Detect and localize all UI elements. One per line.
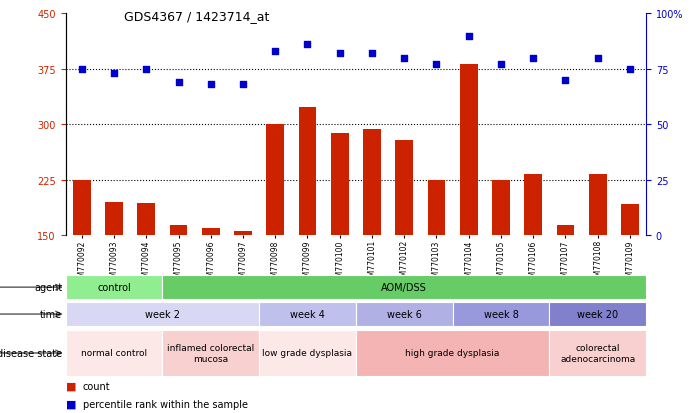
Bar — [556, 226, 574, 235]
Bar — [299, 108, 316, 235]
Text: GDS4367 / 1423714_at: GDS4367 / 1423714_at — [124, 10, 269, 23]
Bar — [259, 330, 356, 376]
Bar — [549, 302, 646, 326]
Point — [431, 62, 442, 69]
Text: week 2: week 2 — [145, 309, 180, 319]
Text: colorectal
adenocarcinoma: colorectal adenocarcinoma — [560, 344, 635, 363]
Point — [463, 33, 474, 40]
Text: agent: agent — [34, 282, 62, 292]
Bar — [73, 180, 91, 235]
Text: week 4: week 4 — [290, 309, 325, 319]
Bar — [138, 204, 155, 235]
Point — [141, 66, 152, 73]
Bar — [162, 330, 259, 376]
Point — [205, 82, 216, 88]
Text: week 20: week 20 — [577, 309, 618, 319]
Text: ■: ■ — [66, 399, 76, 409]
Point — [625, 66, 636, 73]
Text: ■: ■ — [66, 381, 76, 391]
Point — [495, 62, 507, 69]
Bar — [395, 141, 413, 235]
Text: disease state: disease state — [0, 348, 62, 358]
Bar — [66, 330, 162, 376]
Bar — [549, 330, 646, 376]
Point — [76, 66, 87, 73]
Bar — [105, 202, 123, 235]
Bar — [331, 134, 348, 235]
Bar — [234, 232, 252, 235]
Bar — [453, 302, 549, 326]
Bar — [621, 204, 638, 235]
Point — [238, 82, 249, 88]
Text: high grade dysplasia: high grade dysplasia — [406, 349, 500, 358]
Text: count: count — [83, 381, 111, 391]
Bar — [169, 226, 187, 235]
Bar — [428, 180, 445, 235]
Point — [173, 80, 184, 86]
Text: low grade dysplasia: low grade dysplasia — [263, 349, 352, 358]
Text: week 6: week 6 — [387, 309, 422, 319]
Bar — [259, 302, 356, 326]
Text: control: control — [97, 282, 131, 292]
Bar — [460, 64, 477, 235]
Point — [560, 78, 571, 84]
Point — [108, 71, 120, 77]
Bar — [66, 275, 162, 299]
Bar — [162, 275, 646, 299]
Bar — [66, 302, 259, 326]
Point — [302, 42, 313, 49]
Text: time: time — [40, 309, 62, 319]
Text: percentile rank within the sample: percentile rank within the sample — [83, 399, 248, 409]
Text: inflamed colorectal
mucosa: inflamed colorectal mucosa — [167, 344, 254, 363]
Bar — [356, 330, 549, 376]
Point — [334, 51, 346, 57]
Text: AOM/DSS: AOM/DSS — [381, 282, 427, 292]
Bar — [363, 130, 381, 235]
Point — [592, 55, 603, 62]
Bar — [356, 302, 453, 326]
Text: week 8: week 8 — [484, 309, 518, 319]
Text: normal control: normal control — [81, 349, 147, 358]
Bar — [589, 175, 607, 235]
Bar — [266, 125, 284, 235]
Point — [399, 55, 410, 62]
Bar — [524, 174, 542, 235]
Point — [528, 55, 539, 62]
Bar — [202, 228, 220, 235]
Point — [366, 51, 377, 57]
Point — [269, 49, 281, 55]
Bar — [492, 181, 510, 235]
